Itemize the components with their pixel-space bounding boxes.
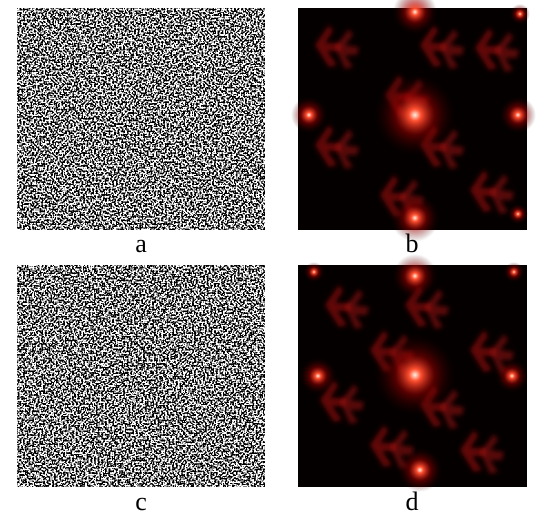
correlation-image	[298, 254, 528, 492]
noise-image	[17, 265, 265, 487]
correlation-image	[291, 0, 536, 242]
panel-label: b	[406, 229, 419, 258]
panel-label: a	[135, 229, 147, 258]
panel-label: d	[406, 487, 419, 516]
noise-image	[17, 8, 265, 230]
panel-label: c	[135, 487, 147, 516]
